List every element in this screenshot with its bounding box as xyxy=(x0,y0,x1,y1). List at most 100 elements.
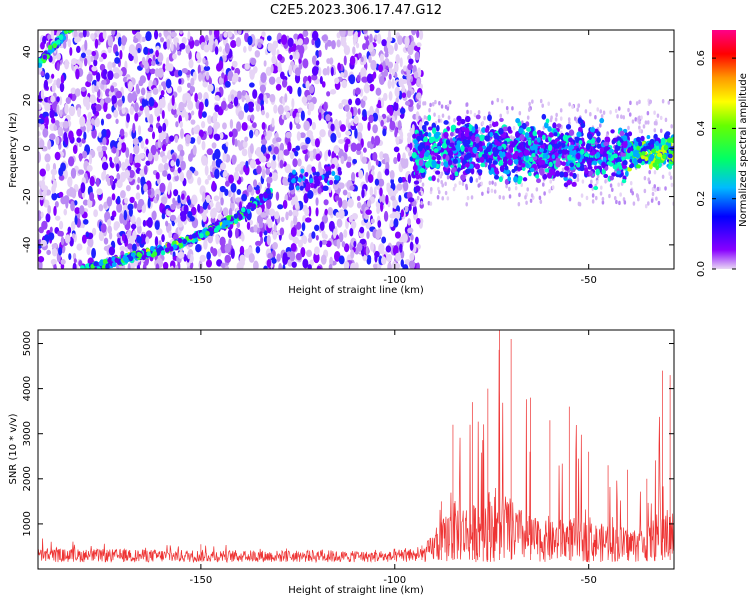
spectrogram-cell xyxy=(441,113,445,118)
spectrogram-cell xyxy=(148,97,155,107)
spectrogram-cell xyxy=(576,152,581,160)
spectrogram-cell xyxy=(556,123,562,128)
spectrogram-cell xyxy=(418,30,424,40)
spectrogram-cell xyxy=(227,229,233,238)
spectrogram-cell xyxy=(346,111,353,120)
spectrogram-cell xyxy=(643,188,647,194)
spectrogram-cell xyxy=(307,190,314,200)
spectrogram-cell xyxy=(244,136,249,142)
spectrogram-cell xyxy=(374,34,378,40)
spectrogram-cell xyxy=(476,157,480,163)
spectrogram-cell xyxy=(665,131,671,136)
spectrogram-cell xyxy=(90,55,94,63)
spectrogram-cell xyxy=(622,141,628,149)
spectrogram-cell xyxy=(280,34,288,45)
spectrogram-cell xyxy=(311,55,317,65)
spectrogram-cell xyxy=(631,119,635,124)
spectrogram-cell xyxy=(76,45,81,54)
spectrogram-cell xyxy=(244,248,251,258)
spectrogram-cell xyxy=(667,100,671,105)
spectrogram-cell xyxy=(306,249,313,258)
spectrogram-cell xyxy=(160,89,165,96)
spectrogram-cell xyxy=(316,265,322,269)
spectrogram-cell xyxy=(123,209,128,221)
spectrogram-cell xyxy=(106,129,111,139)
spectrogram-cell xyxy=(125,184,131,192)
spectrogram-cell xyxy=(89,269,94,274)
spectrogram-cell xyxy=(536,129,542,136)
spectrogram-cell xyxy=(350,220,357,229)
spectrogram-cell xyxy=(101,161,109,171)
spectrogram-cell xyxy=(130,215,136,224)
spectrogram-cell xyxy=(443,161,448,167)
spectrogram-cell xyxy=(669,175,673,180)
spectrogram-cell xyxy=(646,111,650,116)
spectrogram-cell xyxy=(371,165,375,171)
spectrogram-cell xyxy=(599,109,603,114)
spectrogram-cell xyxy=(427,201,431,206)
spectrogram-cell xyxy=(361,188,365,199)
spectrogram-cell xyxy=(640,135,645,142)
spectrogram-cell xyxy=(304,207,310,217)
spectrogram-cell xyxy=(568,102,571,107)
spectrogram-cell xyxy=(137,135,143,143)
spectrogram-cell xyxy=(370,241,374,252)
spectrogram-cell xyxy=(49,109,55,119)
spectrogram-cell xyxy=(132,243,137,252)
spectrogram-cell xyxy=(551,154,556,159)
spectrogram-cell xyxy=(212,153,216,161)
spectrogram-cell xyxy=(348,74,356,85)
spectrogram-cell xyxy=(443,131,449,139)
spectrogram-cell xyxy=(59,82,65,93)
spectrogram-cell xyxy=(635,164,641,169)
spectrogram-cell xyxy=(569,172,574,177)
spectrogram-cell xyxy=(278,150,284,160)
spectrogram-cell xyxy=(117,36,122,47)
spectrogram-cell xyxy=(393,146,400,153)
spectrogram-cell xyxy=(367,174,374,183)
spectrogram-cell xyxy=(213,30,220,39)
spectrogram-cell xyxy=(518,192,521,198)
spectrogram-cell xyxy=(208,30,213,36)
spectrogram-cell xyxy=(237,76,242,83)
spectrogram-cell xyxy=(338,182,345,189)
spectrogram-cell xyxy=(564,165,570,171)
spectrogram-cell xyxy=(224,42,230,54)
spectrogram-cell xyxy=(579,163,585,169)
spectrogram-cell xyxy=(499,117,504,122)
spectrogram-cell xyxy=(376,205,381,215)
spectrogram-cell xyxy=(225,141,229,147)
spectrogram-cell xyxy=(480,162,486,168)
spectrogram-cell xyxy=(350,262,357,269)
spectrogram-cell xyxy=(431,175,436,182)
spectrogram-cell xyxy=(429,201,433,206)
spectrogram-cell xyxy=(302,58,309,69)
spectrogram-cell xyxy=(112,67,120,73)
spectrogram-cell xyxy=(487,186,490,192)
spectrogram-cell xyxy=(526,187,530,192)
spectrogram-cell xyxy=(513,165,518,172)
spectrogram-cell xyxy=(38,232,41,240)
spectrogram-cell xyxy=(659,128,663,134)
spectrogram-cell xyxy=(260,236,264,244)
spectrogram-cell xyxy=(285,111,291,119)
spectrogram-cell xyxy=(425,145,430,150)
spectrogram-cell xyxy=(230,94,235,100)
spectrogram-cell xyxy=(399,107,406,115)
spectrogram-cell xyxy=(70,87,77,95)
spectrogram-cell xyxy=(295,229,302,237)
spectrogram-cell xyxy=(194,92,198,103)
spectrogram-cell xyxy=(270,64,274,73)
spectrogram-cell xyxy=(128,169,135,179)
spectrogram-cell xyxy=(349,227,354,237)
spectrogram-cell xyxy=(44,153,51,163)
spectrogram-cell xyxy=(315,234,319,241)
spectrogram-cell xyxy=(644,156,649,162)
spectrogram-cell xyxy=(306,129,313,138)
spectrogram-cell xyxy=(644,204,648,209)
spectrogram-cell xyxy=(260,72,267,84)
spectrogram-cell xyxy=(418,115,421,121)
spectrogram-cell xyxy=(71,220,76,231)
spectrogram-cell xyxy=(241,90,246,96)
spectrogram-cell xyxy=(64,234,71,244)
